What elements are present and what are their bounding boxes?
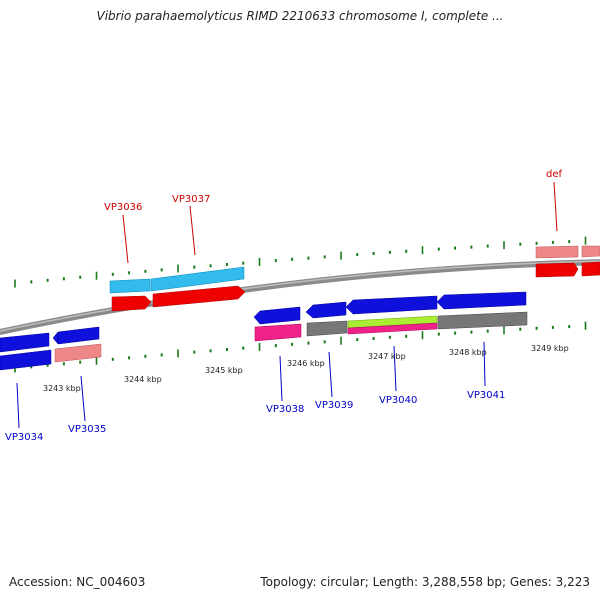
gene-label-def[interactable]: def (546, 169, 563, 180)
gene-vp3035-salmon[interactable] (54, 343, 102, 363)
gene-vp3036-cyan[interactable] (109, 278, 151, 294)
leader-vp3041 (483, 341, 486, 387)
scale-label-3244: 3244 kbp (124, 375, 162, 384)
gene-label-vp3038[interactable]: VP3038 (266, 404, 304, 415)
gene-track-outer-strand (111, 261, 600, 312)
gene-def-arrow[interactable] (535, 262, 579, 278)
gene-vp3035-arrow[interactable] (52, 326, 100, 345)
gene-vp3040-magenta[interactable] (347, 322, 438, 335)
gene-track-inner-strand (0, 291, 527, 353)
scale-label-3245: 3245 kbp (205, 366, 243, 375)
scale-label-3243: 3243 kbp (43, 384, 81, 393)
leader-vp3034 (16, 382, 20, 429)
scale-labels: 3243 kbp 3244 kbp 3245 kbp 3246 kbp 3247… (43, 344, 569, 393)
gene-vp3039-gray[interactable] (306, 320, 348, 337)
gene-vp3039-arrow[interactable] (305, 301, 347, 319)
scale-label-3249: 3249 kbp (531, 344, 569, 353)
leader-def (553, 181, 558, 232)
gene-labels-top: VP3036 VP3037 def (104, 169, 563, 213)
accession-label: Accession: NC_004603 (9, 575, 146, 589)
gene-vp3034-arrow-a[interactable] (0, 332, 50, 353)
gene-vp3037-cyan[interactable] (150, 266, 245, 292)
outer-tick-ring (14, 236, 587, 288)
scale-label-3247: 3247 kbp (368, 352, 406, 361)
gene-track-outer (109, 245, 600, 294)
gene-label-vp3039[interactable]: VP3039 (315, 400, 353, 411)
leader-vp3039 (328, 351, 333, 398)
gene-labels-bottom: VP3034 VP3035 VP3038 VP3039 VP3040 VP304… (5, 390, 505, 443)
gene-label-vp3040[interactable]: VP3040 (379, 395, 417, 406)
gene-next-salmon[interactable] (581, 245, 600, 258)
leader-vp3036 (122, 214, 129, 264)
gene-label-vp3041[interactable]: VP3041 (467, 390, 505, 401)
gene-track-inner (0, 311, 528, 371)
chromosome-backbone-highlight (0, 260, 600, 332)
leader-vp3040 (393, 345, 397, 392)
leader-vp3038 (279, 355, 283, 402)
gene-vp3041-arrow[interactable] (436, 291, 527, 310)
gene-next-arrow[interactable] (581, 261, 600, 277)
gene-vp3036-arrow[interactable] (111, 295, 152, 312)
leader-vp3035 (80, 375, 86, 422)
gene-label-vp3035[interactable]: VP3035 (68, 424, 106, 435)
gene-label-vp3036[interactable]: VP3036 (104, 202, 142, 213)
chromosome-backbone (0, 259, 600, 336)
gene-vp3038-magenta[interactable] (254, 323, 302, 342)
gene-vp3038-arrow[interactable] (253, 306, 301, 325)
topology-info: Topology: circular; Length: 3,288,558 bp… (260, 575, 590, 589)
scale-label-3246: 3246 kbp (287, 359, 325, 368)
gene-vp3040-arrow[interactable] (345, 295, 438, 315)
gene-vp3034-blue[interactable] (0, 349, 52, 371)
gene-def-salmon[interactable] (535, 245, 579, 259)
gene-leader-lines (16, 181, 558, 429)
gene-vp3037-arrow[interactable] (152, 285, 246, 308)
gene-vp3041-gray[interactable] (437, 311, 528, 330)
gene-label-vp3034[interactable]: VP3034 (5, 432, 43, 443)
map-title: Vibrio parahaemolyticus RIMD 2210633 chr… (96, 9, 504, 23)
leader-vp3037 (189, 205, 196, 256)
scale-label-3248: 3248 kbp (449, 348, 487, 357)
gene-label-vp3037[interactable]: VP3037 (172, 194, 210, 205)
